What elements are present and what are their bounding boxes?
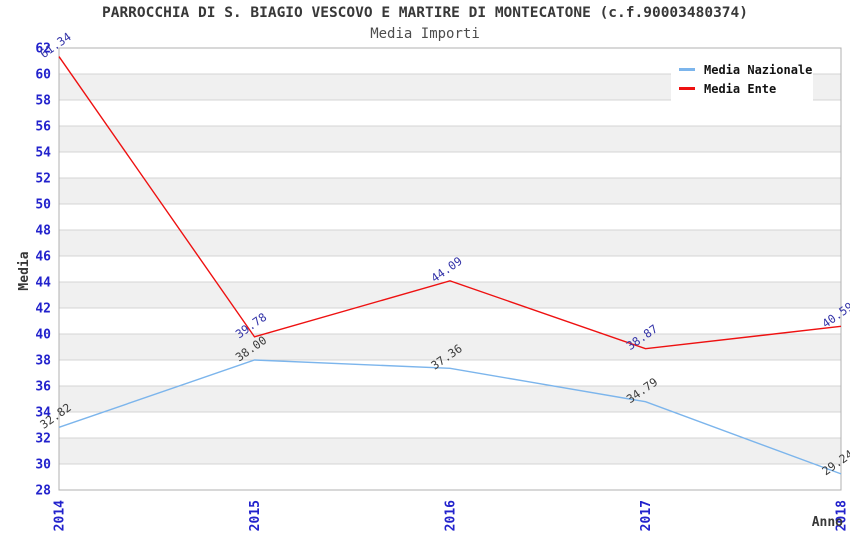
legend-label-media-nazionale: Media Nazionale [704,62,813,77]
legend: Media Nazionale Media Ente [671,56,813,101]
x-tick-label: 2017 [639,500,654,531]
legend-item-media-nazionale: Media Nazionale [679,60,813,79]
y-tick-label: 44 [35,276,51,291]
y-tick-label: 36 [35,380,51,395]
series-line-media-nazionale [58,359,842,475]
y-tick-label: 40 [35,328,51,343]
x-tick-label: 2018 [835,500,850,531]
plot-band [59,230,841,256]
y-tick-label: 28 [35,484,51,499]
plot-band [59,386,841,412]
y-tick-label: 42 [35,302,51,317]
x-axis-title: Anno [812,515,843,530]
plot-band [59,464,841,490]
y-tick-label: 32 [35,432,51,447]
plot-band [59,282,841,308]
y-tick-label: 56 [35,120,51,135]
plot-band [59,438,841,464]
plot-band [59,178,841,204]
plot-band [59,204,841,230]
y-tick-label: 46 [35,250,51,265]
plot-band [59,126,841,152]
x-tick-label: 2015 [248,500,263,531]
y-tick-label: 34 [35,406,51,421]
legend-swatch-media-nazionale [679,68,695,71]
y-tick-label: 30 [35,458,51,473]
legend-item-media-ente: Media Ente [679,79,813,98]
legend-label-media-ente: Media Ente [704,81,777,96]
y-tick-label: 60 [35,68,51,83]
plot-band [59,100,841,126]
y-tick-label: 38 [35,354,51,369]
y-tick-label: 58 [35,94,51,109]
plot-frame [58,47,842,491]
x-tick-label: 2014 [53,500,68,531]
x-tick-label: 2016 [444,500,459,531]
y-axis-title: Media [17,251,32,290]
series-line-media-ente [58,56,842,350]
y-tick-label: 50 [35,198,51,213]
plot-band [59,412,841,438]
plot-band [59,152,841,178]
plot-band [59,308,841,334]
plot-band [59,334,841,360]
y-tick-label: 52 [35,172,51,187]
plot-generated-layer: 28 30 32 34 36 38 40 42 44 46 48 50 52 54 56 58 60 62 2014… [35,30,850,532]
chart-title: PARROCCHIA DI S. BIAGIO VESCOVO E MARTIR… [101,5,748,21]
plot-band [59,360,841,386]
plot-band [59,256,841,282]
y-tick-label: 48 [35,224,51,239]
chart-subtitle: Media Importi [370,26,480,42]
legend-swatch-media-ente [679,87,695,90]
y-tick-label: 54 [35,146,51,161]
y-tick-label: 62 [35,42,51,57]
